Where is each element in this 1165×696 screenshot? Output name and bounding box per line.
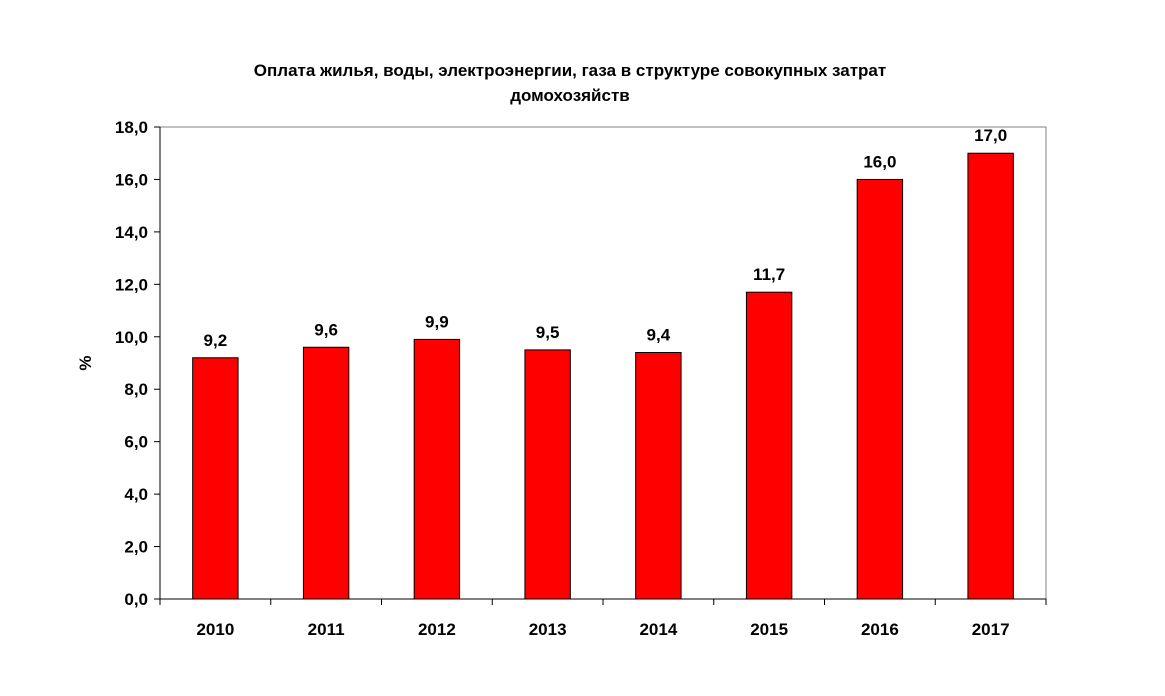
y-tick-label: 12,0 — [115, 275, 148, 294]
data-label-2016: 16,0 — [863, 152, 896, 171]
x-tick-label: 2017 — [972, 620, 1010, 639]
bar-2014 — [635, 352, 682, 600]
y-tick-label: 18,0 — [115, 118, 148, 137]
y-tick-label: 0,0 — [124, 590, 148, 609]
chart-title: Оплата жилья, воды, электроэнергии, газа… — [0, 58, 1140, 108]
plot-area — [159, 126, 1047, 600]
bar-2011 — [302, 346, 350, 600]
chart-title-line-1: Оплата жилья, воды, электроэнергии, газа… — [253, 61, 887, 80]
data-labels: 9,2 9,6 9,9 9,5 9,4 11,7 16,0 17,0 — [204, 126, 1008, 350]
bar-2013 — [524, 349, 571, 600]
bar-2012 — [413, 338, 461, 600]
bar-2017 — [967, 152, 1014, 600]
data-label-2012: 9,9 — [425, 312, 449, 331]
y-axis-title: % — [76, 355, 95, 370]
bar-2015 — [745, 291, 793, 600]
y-tick-label: 14,0 — [115, 223, 148, 242]
data-label-2015: 11,7 — [753, 265, 785, 284]
x-tick-label: 2011 — [308, 620, 345, 639]
y-tick-label: 6,0 — [124, 433, 148, 452]
x-tick-label: 2015 — [750, 620, 788, 639]
y-tick-label: 4,0 — [124, 485, 148, 504]
x-axis: 2010 2011 2012 2013 2014 2015 2016 2017 — [159, 598, 1047, 639]
data-label-2014: 9,4 — [647, 326, 671, 345]
x-tick-label: 2014 — [639, 620, 677, 639]
chart-title-line-2: домохозяйств — [510, 86, 630, 105]
y-tick-label: 16,0 — [115, 170, 148, 189]
bar-2016 — [856, 178, 904, 600]
x-tick-label: 2016 — [861, 620, 899, 639]
data-label-2017: 17,0 — [974, 126, 1007, 145]
x-tick-label: 2010 — [196, 620, 234, 639]
bar-2010 — [192, 357, 239, 600]
data-label-2010: 9,2 — [204, 331, 228, 350]
bars — [192, 152, 1014, 600]
data-label-2011: 9,6 — [314, 320, 338, 339]
y-tick-label: 2,0 — [124, 538, 148, 557]
y-tick-label: 8,0 — [124, 380, 148, 399]
data-label-2013: 9,5 — [536, 323, 560, 342]
y-axis: 0,0 2,0 4,0 6,0 8,0 10,0 12,0 14,0 16,0 18,0 — [115, 118, 161, 609]
x-tick-label: 2013 — [529, 620, 567, 639]
y-tick-label: 10,0 — [115, 328, 148, 347]
x-tick-label: 2012 — [418, 620, 456, 639]
